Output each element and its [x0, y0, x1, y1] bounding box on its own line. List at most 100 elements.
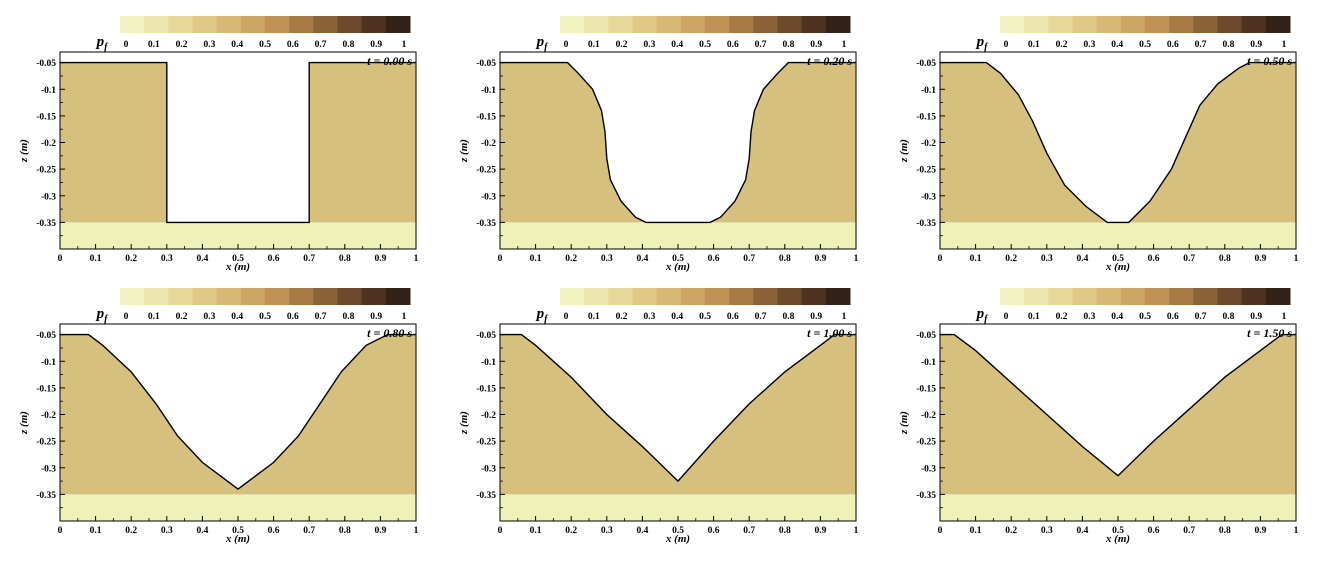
- time-label: t = 1.00 s: [807, 326, 852, 340]
- x-axis-label: x (m): [225, 261, 250, 273]
- colorbar-swatch: [168, 288, 193, 305]
- colorbar-swatch: [1193, 288, 1218, 305]
- colorbar-swatch: [705, 288, 730, 305]
- colorbar-tick-label: 0.5: [259, 312, 271, 322]
- y-tick-label: -0.3: [41, 192, 56, 202]
- colorbar-swatch: [265, 16, 290, 33]
- y-tick-label: -0.1: [921, 86, 936, 96]
- colorbar: 0 0.1 0.2 0.3 0.4 0.5 0.6 0.7 0.8 0.9 1 pf: [95, 288, 411, 325]
- colorbar-label-main: p: [975, 306, 985, 322]
- x-tick-label: 0.6: [268, 526, 280, 536]
- colorbar-swatch: [192, 16, 218, 33]
- colorbar-tick-label: 0.3: [1083, 40, 1095, 50]
- colorbar-tick-label: 0.2: [1056, 40, 1068, 50]
- y-tick-label: -0.05: [916, 59, 936, 69]
- colorbar-swatch: [289, 288, 314, 305]
- colorbar-tick-label: 1: [402, 40, 407, 50]
- colorbar-swatch: [1072, 288, 1098, 305]
- x-tick-label: 0.4: [636, 526, 648, 536]
- colorbar: 0 0.1 0.2 0.3 0.4 0.5 0.6 0.7 0.8 0.9 1 pf: [975, 16, 1291, 53]
- colorbar-tick-label: 0.9: [370, 312, 382, 322]
- y-tick-label: -0.3: [921, 464, 936, 474]
- colorbar-label: pf: [535, 306, 550, 325]
- y-tick-label: -0.3: [921, 192, 936, 202]
- colorbar-swatch: [313, 288, 338, 305]
- x-tick-label: 0.5: [232, 526, 244, 536]
- y-tick-label: -0.15: [476, 112, 496, 122]
- colorbar-tick-label: 0.9: [1250, 40, 1262, 50]
- colorbar-label-sub: f: [984, 42, 989, 53]
- y-tick-label: -0.15: [36, 112, 56, 122]
- colorbar-swatch: [705, 16, 730, 33]
- colorbar-tick-label: 0.3: [1083, 312, 1095, 322]
- colorbar-tick-label: 0.9: [810, 40, 822, 50]
- colorbar-swatch: [361, 16, 387, 33]
- colorbar-swatch: [385, 16, 411, 33]
- colorbar-tick-label: 0.6: [727, 40, 739, 50]
- colorbar-tick-label: 0.6: [1167, 40, 1179, 50]
- colorbar-swatch: [1193, 16, 1218, 33]
- x-tick-label: 0.8: [779, 254, 791, 264]
- colorbar-tick-label: 0.4: [231, 312, 243, 322]
- chart-panel-3: 0 0.1 0.2 0.3 0.4 0.5 0.6 0.7 0.8 0.9 1 pf 0 0.1 0.2 0.…: [898, 16, 1299, 273]
- x-tick-label: 0.5: [232, 254, 244, 264]
- y-tick-label: -0.1: [41, 86, 56, 96]
- time-label: t = 0.20 s: [807, 54, 852, 68]
- colorbar-label: pf: [95, 34, 110, 53]
- colorbar-tick-label: 0.1: [1028, 40, 1040, 50]
- sediment-region: [60, 62, 416, 223]
- colorbar-tick-label: 0.5: [1139, 312, 1151, 322]
- colorbar-swatch: [1120, 288, 1146, 305]
- x-tick-label: 1: [1294, 254, 1299, 264]
- colorbar-tick-label: 0.1: [148, 312, 160, 322]
- colorbar-swatch: [1096, 288, 1122, 305]
- y-tick-label: -0.3: [481, 192, 496, 202]
- x-tick-label: 0.6: [1148, 254, 1160, 264]
- colorbar-swatch: [1048, 288, 1073, 305]
- colorbar-label-main: p: [535, 34, 545, 50]
- colorbar-swatch: [1145, 16, 1170, 33]
- x-tick-label: 0.2: [565, 254, 577, 264]
- bed-profile-line: [940, 61, 1296, 224]
- y-tick-label: -0.15: [916, 112, 936, 122]
- colorbar-swatch: [192, 288, 218, 305]
- x-tick-label: 0.4: [196, 526, 208, 536]
- colorbar-swatch: [1241, 16, 1267, 33]
- y-tick-label: -0.05: [36, 59, 56, 69]
- x-tick-label: 1: [414, 526, 419, 536]
- sediment-region: [500, 334, 856, 495]
- colorbar-tick-label: 0: [564, 40, 569, 50]
- colorbar-swatch: [289, 16, 314, 33]
- colorbar-swatch: [168, 16, 193, 33]
- x-tick-label: 0: [498, 526, 503, 536]
- colorbar-swatch: [632, 16, 658, 33]
- sediment-region: [500, 62, 856, 223]
- x-tick-label: 0.9: [374, 254, 386, 264]
- colorbar-tick-label: 0.3: [203, 312, 215, 322]
- colorbar-swatch: [1217, 16, 1243, 33]
- y-tick-label: -0.25: [476, 438, 496, 448]
- y-tick-label: -0.25: [916, 166, 936, 176]
- colorbar-tick-label: 0.4: [671, 312, 683, 322]
- colorbar-tick-label: 0.2: [1056, 312, 1068, 322]
- x-tick-label: 0.7: [743, 526, 755, 536]
- colorbar-swatch: [1096, 16, 1122, 33]
- colorbar-tick-label: 0.4: [231, 40, 243, 50]
- x-tick-label: 0.1: [530, 526, 542, 536]
- colorbar-swatch: [560, 288, 585, 305]
- x-tick-label: 0.3: [1041, 254, 1053, 264]
- colorbar-label: pf: [535, 34, 550, 53]
- y-tick-label: -0.1: [481, 86, 496, 96]
- colorbar-label-sub: f: [544, 42, 549, 53]
- x-tick-label: 0.2: [1005, 254, 1017, 264]
- y-tick-label: -0.35: [476, 491, 496, 501]
- colorbar: 0 0.1 0.2 0.3 0.4 0.5 0.6 0.7 0.8 0.9 1 pf: [535, 288, 851, 325]
- chart-panel-6: 0 0.1 0.2 0.3 0.4 0.5 0.6 0.7 0.8 0.9 1 pf 0 0.1 0.2 0.…: [898, 288, 1299, 545]
- colorbar-swatch: [1265, 16, 1291, 33]
- x-tick-label: 0.3: [161, 254, 173, 264]
- y-tick-label: -0.05: [476, 331, 496, 341]
- colorbar-tick-label: 0.9: [810, 312, 822, 322]
- colorbar-tick-label: 0.2: [176, 312, 188, 322]
